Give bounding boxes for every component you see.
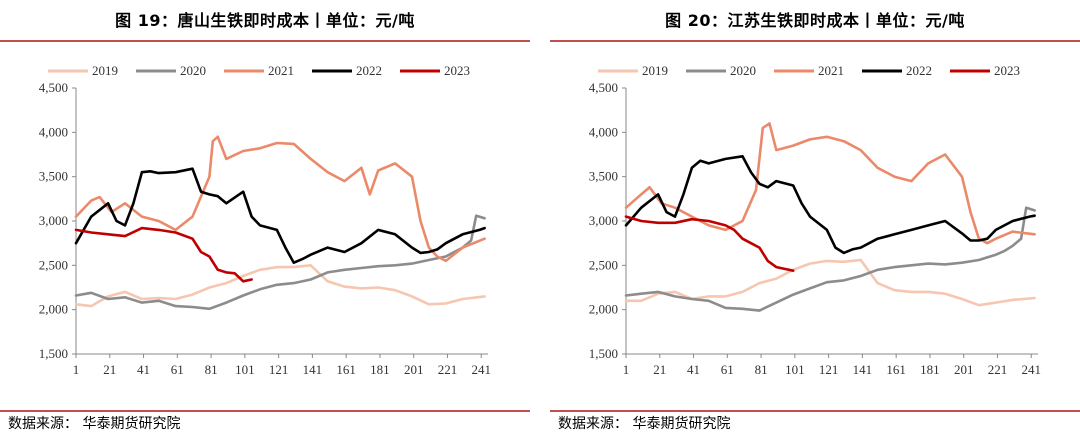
series-line-2021	[74, 135, 486, 263]
y-tick-label: 4,500	[39, 80, 68, 95]
series-line-2023	[74, 226, 253, 283]
legend-label-2019: 2019	[92, 63, 118, 78]
x-tick-label: 1	[73, 362, 80, 377]
series-line-2023	[624, 215, 795, 272]
source-divider	[0, 410, 530, 412]
legend-label-2020: 2020	[730, 63, 756, 78]
y-tick-label: 1,500	[589, 346, 618, 361]
x-tick-label: 241	[1021, 362, 1040, 377]
x-tick-label: 181	[370, 362, 390, 377]
source-divider	[550, 410, 1080, 412]
x-tick-label: 61	[171, 362, 184, 377]
x-tick-label: 21	[653, 362, 666, 377]
y-tick-label: 2,500	[39, 257, 68, 272]
legend-label-2023: 2023	[994, 63, 1020, 78]
x-tick-label: 81	[755, 362, 768, 377]
legend-label-2021: 2021	[268, 63, 294, 78]
y-tick-label: 4,000	[589, 124, 618, 139]
y-tick-label: 2,500	[589, 257, 618, 272]
x-tick-label: 221	[988, 362, 1008, 377]
y-tick-label: 2,000	[589, 302, 618, 317]
y-tick-label: 4,000	[39, 124, 68, 139]
line-chart-jiangsu: 2019 2020 2021 2022 2023 1,500 2,000 2,500 3,000…	[589, 63, 1041, 377]
figure-title: 图 19：唐山生铁即时成本丨单位：元/吨	[115, 11, 415, 30]
title-divider	[550, 40, 1080, 42]
x-tick-label: 1	[623, 362, 630, 377]
y-tick-label: 3,000	[589, 213, 618, 228]
series-line-2021	[624, 122, 1036, 245]
x-tick-label: 141	[303, 362, 323, 377]
x-tick-label: 201	[404, 362, 424, 377]
series-line-2019	[74, 264, 486, 308]
x-tick-label: 141	[853, 362, 873, 377]
legend-label-2023: 2023	[444, 63, 470, 78]
x-tick-label: 21	[103, 362, 116, 377]
y-tick-label: 3,500	[589, 169, 618, 184]
series-line-2022	[624, 155, 1036, 255]
x-tick-label: 81	[205, 362, 218, 377]
line-chart-tangshan: 2019 2020 2021 2022 2023 1,500 2,000 2,500 3,000…	[39, 63, 491, 377]
x-tick-label: 101	[235, 362, 255, 377]
x-tick-label: 41	[137, 362, 150, 377]
x-tick-label: 41	[687, 362, 700, 377]
x-tick-label: 121	[269, 362, 289, 377]
x-tick-label: 161	[886, 362, 906, 377]
data-source: 数据来源： 华泰期货研究院	[558, 416, 731, 432]
x-tick-label: 181	[920, 362, 940, 377]
series-line-2020	[624, 206, 1036, 312]
legend-label-2019: 2019	[642, 63, 668, 78]
title-divider	[0, 40, 530, 42]
x-tick-label: 161	[336, 362, 356, 377]
x-tick-label: 61	[721, 362, 734, 377]
y-tick-label: 3,000	[39, 213, 68, 228]
x-tick-label: 101	[785, 362, 805, 377]
series-line-2022	[74, 167, 486, 264]
legend: 2019 2020 2021 2022 2023	[48, 63, 470, 78]
y-tick-label: 2,000	[39, 302, 68, 317]
series-line-2020	[74, 214, 486, 311]
chart-panel-tangshan: 图 19：唐山生铁即时成本丨单位：元/吨 2019 2020 2021 2022 202…	[0, 0, 530, 439]
x-tick-label: 221	[438, 362, 458, 377]
legend-label-2022: 2022	[906, 63, 932, 78]
y-tick-label: 1,500	[39, 346, 68, 361]
x-tick-label: 121	[819, 362, 839, 377]
x-tick-label: 201	[954, 362, 974, 377]
figure-title: 图 20：江苏生铁即时成本丨单位：元/吨	[665, 11, 965, 30]
y-tick-label: 4,500	[589, 80, 618, 95]
x-tick-label: 241	[471, 362, 491, 377]
legend-label-2022: 2022	[356, 63, 382, 78]
legend: 2019 2020 2021 2022 2023	[598, 63, 1020, 78]
legend-label-2021: 2021	[818, 63, 844, 78]
legend-label-2020: 2020	[180, 63, 206, 78]
chart-panel-jiangsu: 图 20：江苏生铁即时成本丨单位：元/吨 2019 2020 2021 2022 202…	[550, 0, 1080, 439]
y-tick-label: 3,500	[39, 169, 68, 184]
data-source: 数据来源： 华泰期货研究院	[8, 416, 181, 432]
